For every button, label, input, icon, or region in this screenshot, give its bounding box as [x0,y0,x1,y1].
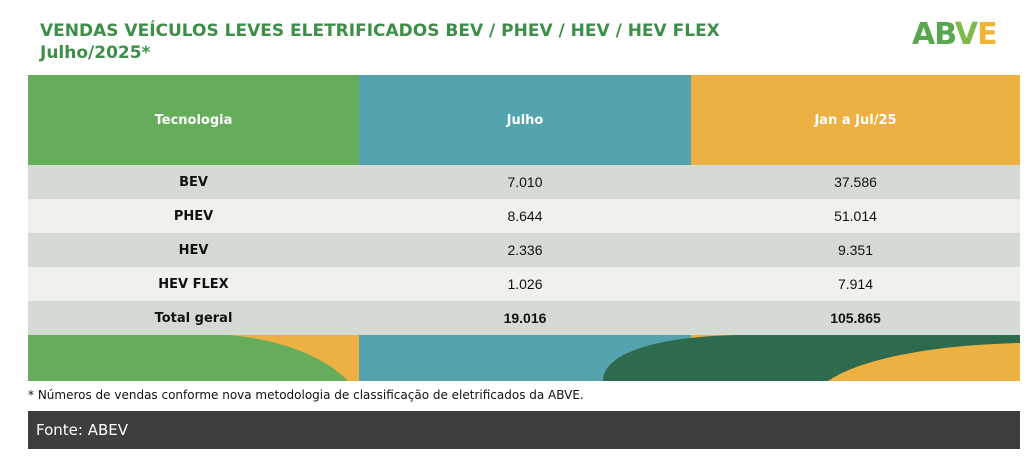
table-row: PHEV 8.644 51.014 [28,199,1020,233]
logo-part-2: V [954,17,978,52]
cell-tecnologia: Total geral [154,310,233,326]
header-tecnologia: Tecnologia [28,75,359,165]
decorative-waves [28,335,1020,381]
table-row: HEV FLEX 1.026 7.914 [28,267,1020,301]
source-bar: Fonte: ABEV [28,411,1020,449]
table-row: HEV 2.336 9.351 [28,233,1020,267]
abve-logo: ABVE [912,18,1008,52]
cell-jan-jul: 105.865 [830,310,881,326]
source-text: Fonte: ABEV [36,421,128,439]
header-jan-jul: Jan a Jul/25 [691,75,1020,165]
cell-julho: 8.644 [507,208,543,224]
cell-jan-jul: 9.351 [837,242,874,258]
table-header: Tecnologia Julho Jan a Jul/25 [28,75,1020,165]
cell-tecnologia: HEV [178,242,209,258]
cell-tecnologia: BEV [179,174,208,190]
methodology-note: * Números de vendas conforme nova metodo… [28,388,584,402]
cell-julho: 19.016 [503,310,547,326]
cell-tecnologia: PHEV [173,208,214,224]
cell-tecnologia: HEV FLEX [158,276,229,292]
decorative-footer-band [28,335,1020,381]
page-title: VENDAS VEÍCULOS LEVES ELETRIFICADOS BEV … [40,20,800,64]
cell-jan-jul: 37.586 [834,174,877,190]
title-line-2: Julho/2025* [40,43,151,63]
table-row: BEV 7.010 37.586 [28,165,1020,199]
cell-julho: 7.010 [507,174,543,190]
sales-table: Tecnologia Julho Jan a Jul/25 BEV 7.010 … [28,75,1020,381]
logo-part-3: E [977,17,997,52]
title-line-1: VENDAS VEÍCULOS LEVES ELETRIFICADOS BEV … [40,21,720,41]
table-row-total: Total geral 19.016 105.865 [28,301,1020,335]
cell-julho: 1.026 [507,276,543,292]
cell-jan-jul: 51.014 [834,208,877,224]
cell-jan-jul: 7.914 [837,276,874,292]
header-julho: Julho [359,75,691,165]
cell-julho: 2.336 [507,242,543,258]
logo-part-1: AB [912,17,956,52]
